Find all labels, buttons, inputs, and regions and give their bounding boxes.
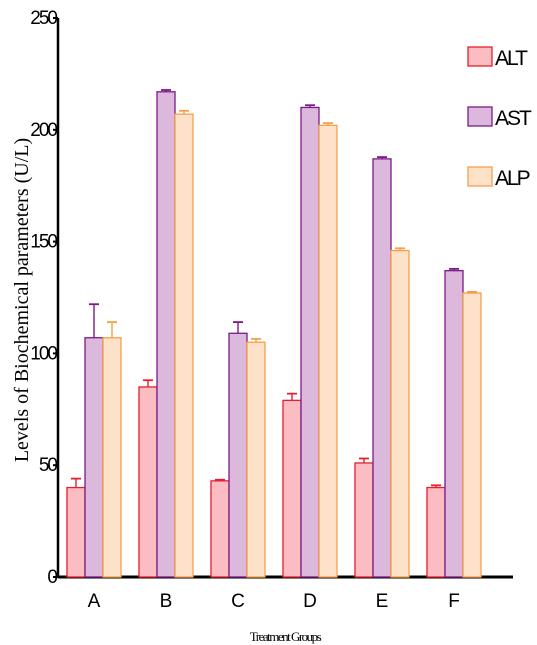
x-tick-label: E xyxy=(376,591,389,612)
legend-label-alt: ALT xyxy=(495,47,528,70)
bar-alp-d xyxy=(318,124,338,578)
y-tick-label: 200 xyxy=(30,120,57,141)
bar-alp-a xyxy=(102,337,122,578)
legend-label-ast: AST xyxy=(495,107,532,130)
legend: ALT AST ALP xyxy=(467,46,534,190)
bar-alt-e xyxy=(354,462,374,578)
x-tick-label: B xyxy=(160,591,173,612)
bar-ast-c xyxy=(228,332,248,578)
y-tick-label: 100 xyxy=(30,343,57,364)
bar-alt-a xyxy=(66,486,86,578)
x-axis-label: Treatment Groups xyxy=(250,629,322,644)
x-tick-label: C xyxy=(231,591,245,612)
y-axis-label: Levels of Biochemical parameters (U/L) xyxy=(11,138,33,462)
legend-swatch-ast xyxy=(467,106,493,127)
y-tick-label: 0 xyxy=(47,567,57,588)
bar-ast-e xyxy=(372,158,392,578)
bar-alp-c xyxy=(246,341,266,578)
x-tick-label: A xyxy=(88,591,101,612)
y-tick-label: 50 xyxy=(39,455,58,476)
bar-alp-e xyxy=(390,249,410,578)
y-tick-label: 250 xyxy=(30,8,57,29)
bar-alp-f xyxy=(462,292,482,578)
bar-alp-b xyxy=(174,113,194,578)
bar-alt-b xyxy=(138,386,158,578)
bar-alt-c xyxy=(210,480,230,578)
legend-swatch-alp xyxy=(467,166,493,187)
bar-ast-b xyxy=(156,91,176,578)
bar-ast-d xyxy=(300,106,320,578)
bar-alt-d xyxy=(282,399,302,578)
legend-swatch-alt xyxy=(467,46,493,67)
bar-alt-f xyxy=(426,486,446,578)
legend-label-alp: ALP xyxy=(495,167,530,190)
y-tick-label: 150 xyxy=(30,232,57,253)
bar-ast-f xyxy=(444,270,464,578)
bars: A B C D E F xyxy=(66,89,482,612)
x-tick-label: D xyxy=(303,591,317,612)
x-tick-label: F xyxy=(448,591,460,612)
bar-ast-a xyxy=(84,337,104,578)
